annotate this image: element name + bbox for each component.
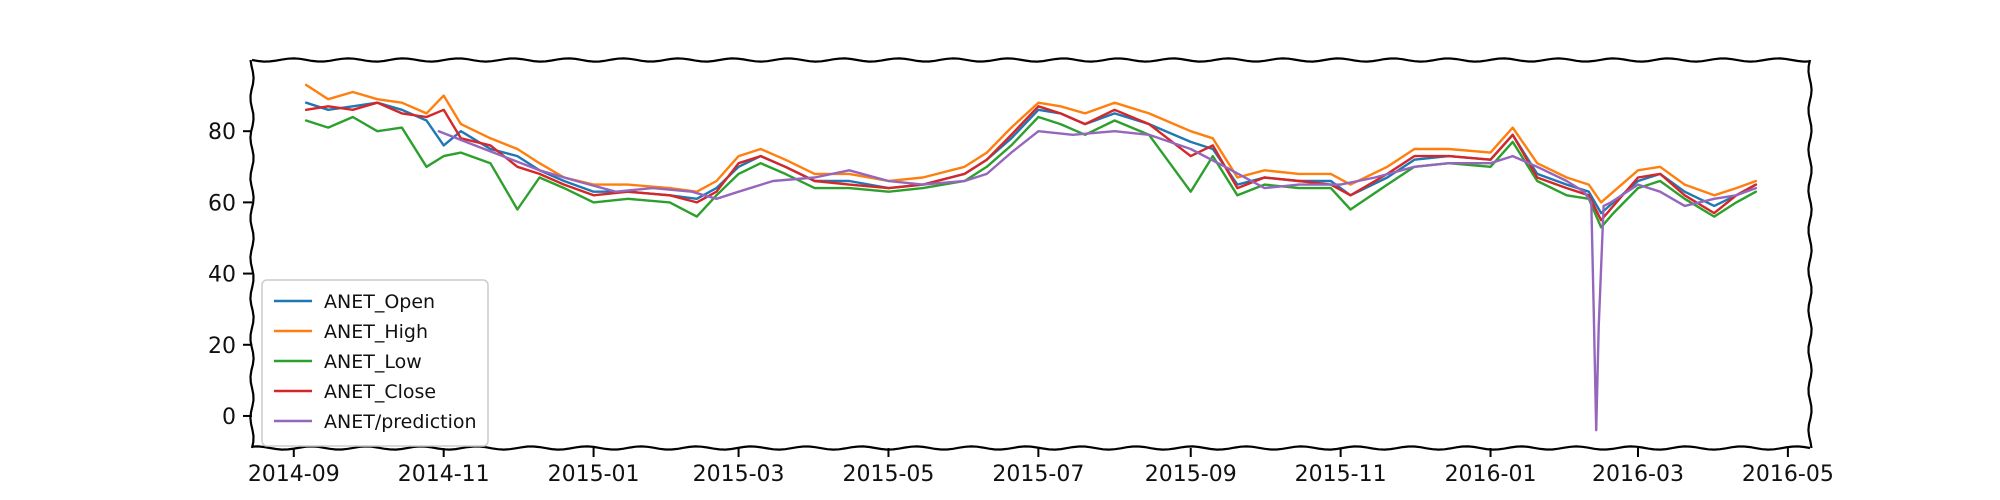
x-tick-label: 2014-11 [398, 462, 490, 487]
x-tick-label: 2016-03 [1592, 462, 1684, 487]
y-tick-label: 20 [208, 334, 236, 359]
legend-label: ANET_Open [324, 291, 435, 313]
legend-box [261, 279, 489, 447]
legend: ANET_Open ANET_High ANET_Low ANET_Close ANET… [261, 279, 489, 447]
axes-frame [249, 57, 1813, 451]
series-line-anet-open [304, 101, 1758, 215]
x-axis: 2014-09 2014-11 2015-01 2015-03 2015-05 2015-… [248, 448, 1834, 487]
y-tick-label: 0 [222, 405, 236, 430]
x-tick-label: 2016-01 [1445, 462, 1537, 487]
series-line-anet-low [304, 115, 1758, 229]
x-tick-label: 2015-01 [548, 462, 640, 487]
x-tick-label: 2015-07 [992, 462, 1084, 487]
series-line-anet-prediction [437, 129, 1758, 432]
x-tick-label: 2016-05 [1742, 462, 1834, 487]
y-axis: 0 20 40 60 80 [208, 120, 252, 430]
series-line-anet-close [304, 101, 1758, 222]
y-tick-label: 60 [208, 191, 236, 216]
series-group [304, 83, 1758, 432]
x-tick-label: 2015-05 [843, 462, 935, 487]
legend-label: ANET_High [324, 321, 428, 343]
legend-label: ANET_Low [324, 351, 422, 373]
series-line-anet-high [304, 83, 1758, 204]
x-tick-label: 2015-11 [1295, 462, 1387, 487]
x-tick-label: 2015-03 [693, 462, 785, 487]
legend-label: ANET_Close [324, 381, 436, 403]
x-tick-label: 2015-09 [1145, 462, 1237, 487]
y-tick-label: 40 [208, 263, 236, 288]
x-tick-label: 2014-09 [248, 462, 340, 487]
y-tick-label: 80 [208, 120, 236, 145]
legend-label: ANET/prediction [324, 411, 477, 433]
